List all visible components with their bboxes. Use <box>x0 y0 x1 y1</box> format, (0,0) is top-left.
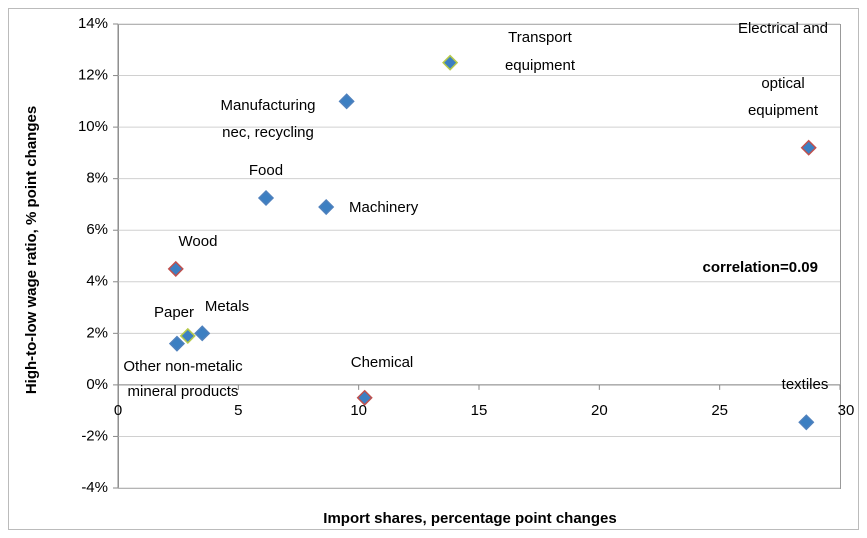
x-tick-label: 0 <box>114 402 122 419</box>
point <box>179 327 196 344</box>
y-tick-label: 2% <box>86 324 108 341</box>
y-tick-label: -4% <box>81 479 108 496</box>
y-tick-label: 12% <box>78 67 108 84</box>
point-label: Machinery <box>349 199 419 216</box>
x-tick-label: 15 <box>471 402 488 419</box>
point <box>318 198 335 216</box>
y-tick-label: 8% <box>86 170 108 187</box>
x-tick-label: 30 <box>838 402 855 419</box>
y-axis-title: High-to-low wage ratio, % point changes <box>23 106 40 394</box>
y-tick-label: 6% <box>86 221 108 238</box>
x-axis-title: Import shares, percentage point changes <box>323 510 616 527</box>
point <box>167 260 184 277</box>
point <box>442 54 459 71</box>
y-tick-label: 14% <box>78 15 108 32</box>
point-label: Metals <box>205 298 249 315</box>
point <box>338 93 355 110</box>
y-tick-label: 0% <box>86 376 108 393</box>
point <box>194 325 211 342</box>
y-tick-label: -2% <box>81 427 108 444</box>
x-tick-label: 10 <box>350 402 367 419</box>
annotation: correlation=0.09 <box>703 259 818 276</box>
point-label: mineral products <box>128 383 239 400</box>
point-label: equipment <box>748 102 819 119</box>
point-label: Paper <box>154 304 194 321</box>
point-label: Transport <box>508 29 572 46</box>
point-label: Other non-metalic <box>123 358 243 375</box>
point-label: Manufacturing <box>220 97 315 114</box>
point <box>800 139 817 156</box>
chart-frame <box>8 8 859 530</box>
point <box>798 414 815 431</box>
point-label: Electrical and <box>738 20 828 37</box>
point <box>356 389 373 406</box>
point-label: Food <box>249 162 283 179</box>
x-tick-label: 25 <box>711 402 728 419</box>
point-label: Chemical <box>351 354 414 371</box>
point <box>168 335 186 352</box>
y-tick-label: 10% <box>78 118 108 135</box>
point-label: Wood <box>179 233 218 250</box>
x-tick-label: 20 <box>591 402 608 419</box>
y-tick-label: 4% <box>86 273 108 290</box>
point-label: equipment <box>505 57 576 74</box>
point <box>257 189 275 207</box>
point-label: nec, recycling <box>222 124 314 141</box>
x-tick-label: 5 <box>234 402 242 419</box>
point-label: optical <box>761 75 804 92</box>
point-label: textiles <box>782 376 829 393</box>
